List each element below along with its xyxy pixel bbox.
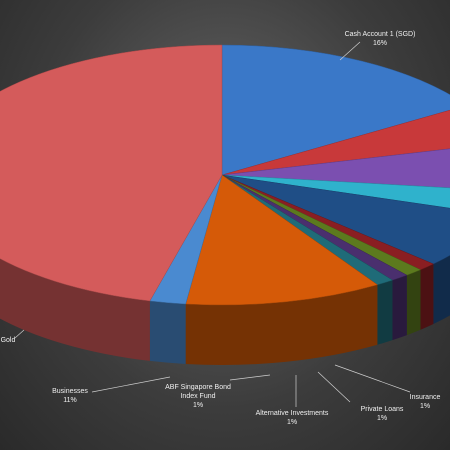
slice-side xyxy=(392,275,407,341)
slice-side xyxy=(377,280,393,345)
leader-line xyxy=(317,371,351,403)
category-label: Alternative Investments xyxy=(255,410,329,417)
category-label: Cash Account 1 (SGD) xyxy=(344,31,416,38)
value-label: 16% xyxy=(372,40,387,47)
data-label: Cash Account 1 (SGD) 16% xyxy=(335,30,425,48)
value-label: 11% xyxy=(63,397,77,404)
slice xyxy=(221,44,450,176)
data-label: Gold xyxy=(0,336,23,345)
value-label: 1% xyxy=(286,419,298,426)
slice xyxy=(221,174,450,265)
slice xyxy=(221,109,450,176)
leader-line xyxy=(229,374,271,381)
leader-line xyxy=(91,376,171,393)
leader-line xyxy=(339,41,361,61)
data-label: Businesses 11% xyxy=(45,387,95,405)
leader-line xyxy=(14,329,25,339)
value-label: 1% xyxy=(419,403,431,410)
slice-side xyxy=(420,263,434,330)
slice xyxy=(185,174,378,306)
slice-side xyxy=(406,269,421,336)
category-label: Insurance xyxy=(409,394,441,401)
category-label: Gold xyxy=(0,337,16,344)
category-label: Businesses xyxy=(52,388,88,395)
category-label: ABF Singapore Bond Index Fund xyxy=(165,384,231,400)
slice-side xyxy=(185,284,378,365)
data-label: Alternative Investments 1% xyxy=(252,409,332,427)
data-label: Private Loans 1% xyxy=(357,405,407,423)
value-label: 1% xyxy=(376,415,388,422)
leader-line xyxy=(334,364,411,393)
slice-side xyxy=(0,258,150,361)
data-label: Insurance 1% xyxy=(405,393,445,411)
value-label: 1% xyxy=(192,402,204,409)
data-label: ABF Singapore Bond Index Fund 1% xyxy=(163,383,233,410)
slice-side xyxy=(149,300,186,364)
category-label: Private Loans xyxy=(360,406,404,413)
slice-side xyxy=(433,255,450,324)
slice xyxy=(0,44,223,302)
